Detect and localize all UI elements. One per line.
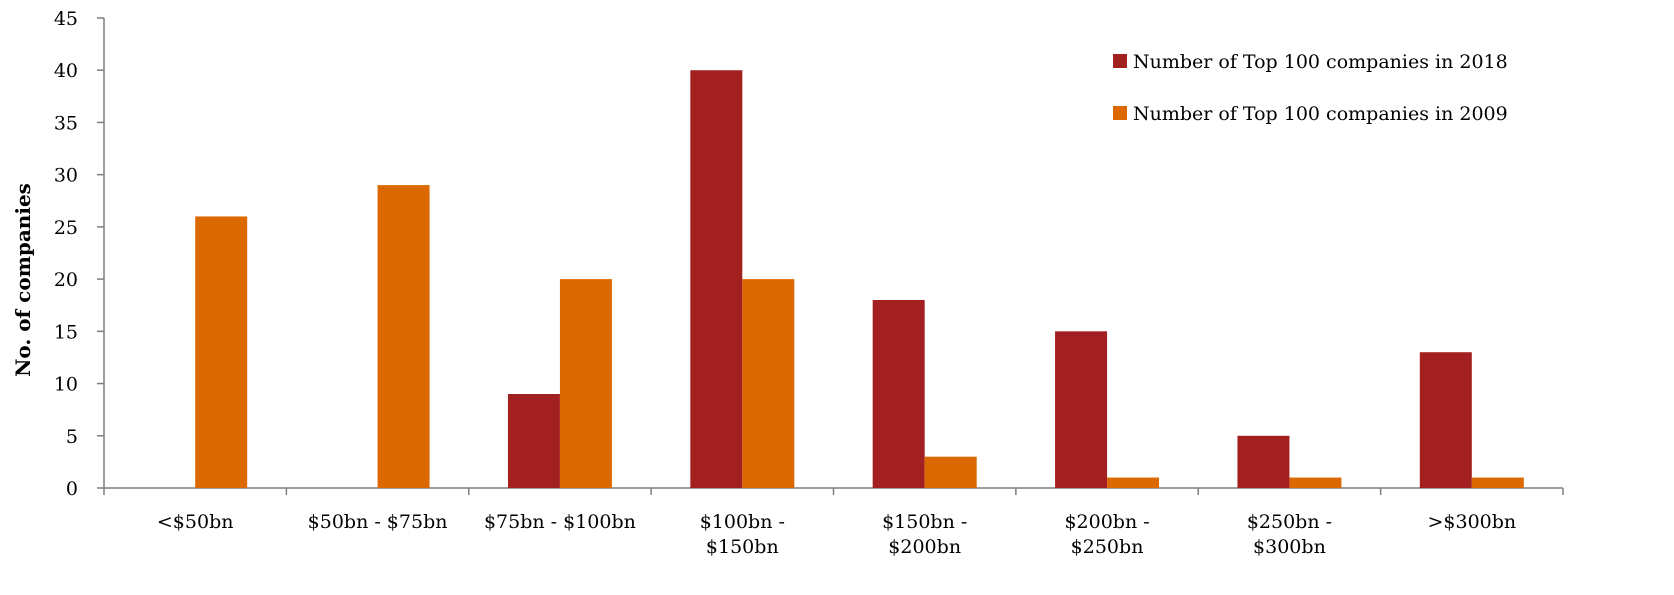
x-category-label: <$50bn [157,511,234,533]
legend-label-2018: Number of Top 100 companies in 2018 [1133,51,1508,73]
x-axis-categories: <$50bn $50bn - $75bn $75bn - $100bn $100bn … [103,488,1564,558]
y-axis-label: No. of companies [11,183,35,377]
y-tick-label: 10 [54,374,78,396]
y-tick-label: 40 [54,60,78,82]
bar-2009 [1107,477,1160,488]
bar-2018 [872,300,925,488]
bars [195,70,1524,488]
bar-2018 [1055,331,1108,488]
bar-2009 [924,456,977,488]
x-category-label: $250bn - [1247,511,1332,533]
y-tick-label: 15 [54,321,78,343]
x-category-label: $150bn [706,536,779,558]
y-tick-label: 20 [54,269,78,291]
axes [103,18,1563,489]
x-category-label: >$300bn [1427,511,1516,533]
bar-2009 [377,185,430,488]
x-category-label: $200bn [888,536,961,558]
legend-label-2009: Number of Top 100 companies in 2009 [1133,103,1508,125]
bar-2018 [507,394,560,488]
bar-2018 [1419,352,1472,488]
legend: Number of Top 100 companies in 2018 Numbe… [1113,51,1508,125]
bar-2009 [195,216,248,488]
bar-2009 [742,279,795,488]
y-tick-label: 0 [66,478,78,500]
y-tick-label: 35 [54,112,78,134]
bar-2018 [1237,435,1290,488]
bar-2009 [1471,477,1524,488]
y-tick-label: 45 [54,8,78,30]
y-tick-label: 25 [54,217,78,239]
y-tick-label: 5 [66,426,78,448]
legend-swatch-2009 [1113,106,1127,120]
x-category-label: $200bn - [1064,511,1149,533]
x-category-label: $75bn - $100bn [484,511,636,533]
x-category-label: $250bn [1071,536,1144,558]
bar-2009 [559,279,612,488]
x-category-label: $50bn - $75bn [308,511,448,533]
legend-swatch-2018 [1113,54,1127,68]
x-category-label: $100bn - [700,511,785,533]
x-category-label: $150bn - [882,511,967,533]
bar-2018 [690,70,743,488]
y-tick-label: 30 [54,165,78,187]
bar-2009 [1289,477,1342,488]
y-axis-ticks: 0 5 10 15 20 25 30 35 40 45 [54,8,104,500]
x-category-label: $300bn [1253,536,1326,558]
